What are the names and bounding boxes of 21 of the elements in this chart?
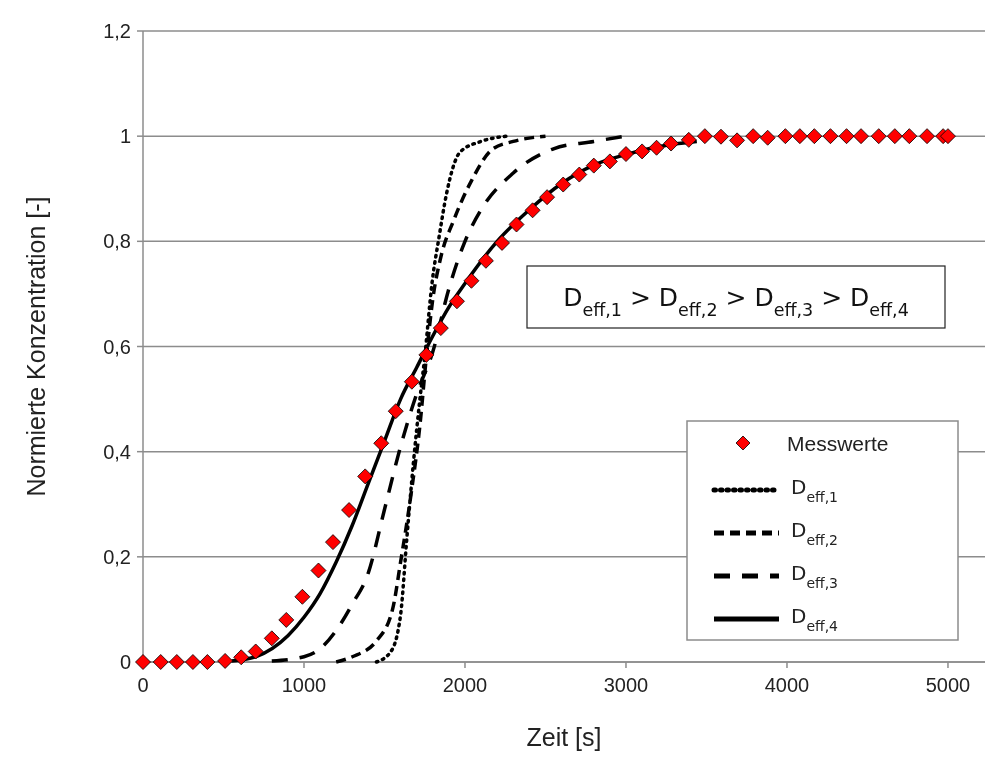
y-tick-label: 1,2 bbox=[103, 20, 131, 42]
x-tick-label: 0 bbox=[137, 674, 149, 696]
y-axis-title: Normierte Konzentration [-] bbox=[22, 196, 50, 497]
y-tick-label: 0,6 bbox=[103, 335, 131, 358]
legend-label: D$_{eff,4}$ bbox=[791, 604, 839, 634]
annotation: D$_{eff,1}$ > D$_{eff,2}$ > D$_{eff,3}$ > D$_{eff,4}$ bbox=[563, 283, 909, 320]
x-tick-label: 5000 bbox=[925, 674, 971, 696]
x-tick-label: 4000 bbox=[764, 674, 810, 696]
legend-label: D$_{eff,1}$ bbox=[791, 475, 839, 505]
y-tick-label: 0,2 bbox=[103, 545, 131, 568]
x-tick-label: 1000 bbox=[281, 674, 327, 696]
legend-label: D$_{eff,3}$ bbox=[791, 561, 839, 591]
y-tick-label: 0 bbox=[119, 651, 131, 673]
y-tick-label: 0,4 bbox=[103, 440, 131, 463]
x-axis-title: Zeit [s] bbox=[526, 723, 602, 751]
y-tick-label: 0,8 bbox=[103, 230, 131, 253]
y-tick-label: 1 bbox=[119, 125, 131, 148]
x-tick-label: 3000 bbox=[603, 674, 649, 696]
legend-label: D$_{eff,2}$ bbox=[791, 518, 839, 548]
legend-label: Messwerte bbox=[787, 432, 889, 455]
x-tick-label: 2000 bbox=[442, 674, 488, 696]
